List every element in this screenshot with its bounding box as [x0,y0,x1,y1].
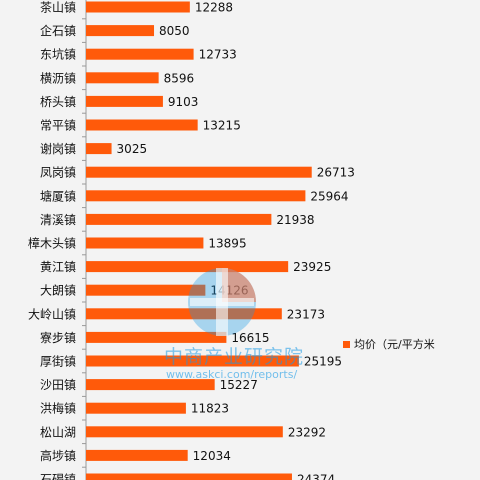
category-label: 洪梅镇 [40,401,76,416]
category-label: 黄江镇 [40,260,76,274]
bar [86,426,283,438]
data-label: 13215 [203,119,241,133]
category-label: 凤岗镇 [40,166,76,180]
category-label: 石碣镇 [40,473,76,480]
data-label: 25195 [304,355,342,369]
category-label: 松山湖 [40,424,76,439]
category-label: 企石镇 [40,23,76,38]
bar [86,25,155,37]
data-label: 3025 [117,142,148,156]
bar [86,331,227,343]
bar [86,402,186,414]
bar [86,72,159,84]
category-label: 樟木头镇 [28,236,76,251]
data-label: 26713 [317,166,355,180]
bar [86,355,299,367]
data-label: 12288 [195,1,233,15]
category-label: 清溪镇 [40,213,76,227]
bar [86,166,312,178]
legend-label: 均价（元/平方米 [354,338,435,351]
bar [86,190,306,202]
legend: 均价（元/平方米 [343,336,435,352]
bar [86,284,206,296]
data-label: 8596 [164,71,195,85]
category-label: 桥头镇 [40,95,76,109]
data-label: 15227 [220,378,258,392]
data-label: 21938 [276,213,314,227]
bar [86,1,190,13]
category-label: 东坑镇 [40,47,76,62]
bar [86,213,272,225]
data-label: 16615 [231,331,269,345]
category-label: 沙田镇 [40,378,76,392]
bar [86,237,204,249]
category-label: 寮步镇 [40,330,76,345]
data-label: 8050 [159,24,190,38]
category-label: 高埗镇 [40,448,76,463]
data-label: 11823 [191,402,229,416]
category-labels: 茶山镇企石镇东坑镇横沥镇桥头镇常平镇谢岗镇凤岗镇塘厦镇清溪镇樟木头镇黄江镇大朗镇… [28,0,76,480]
bar [86,308,282,320]
category-label: 茶山镇 [40,0,76,15]
bar [86,143,112,155]
data-label: 14126 [210,284,248,298]
bar [86,473,292,480]
category-label: 厚街镇 [40,355,76,369]
bar [86,95,163,107]
category-label: 大岭山镇 [28,307,76,321]
legend-swatch [343,340,350,348]
bar [86,119,198,131]
bar [86,261,289,273]
bar-series [86,1,312,480]
category-label: 横沥镇 [40,71,76,85]
data-label: 25964 [310,189,348,203]
y-axis-ticks [82,18,86,468]
bar [86,48,194,60]
value-labels: 12288 8050 12733 8596 9103 13215 3025 26713 2596… [117,1,355,480]
category-label: 常平镇 [40,119,76,133]
bar [86,449,188,461]
category-label: 塘厦镇 [40,188,76,203]
data-label: 23292 [288,425,326,439]
data-label: 9103 [168,95,199,109]
data-label: 24374 [297,473,335,480]
category-label: 大朗镇 [40,284,76,298]
data-label: 12034 [193,449,231,463]
data-label: 23173 [287,307,325,321]
bar [86,379,215,391]
category-label: 谢岗镇 [40,141,76,156]
data-label: 13895 [208,237,246,251]
data-label: 12733 [199,48,237,62]
data-label: 23925 [293,260,331,274]
